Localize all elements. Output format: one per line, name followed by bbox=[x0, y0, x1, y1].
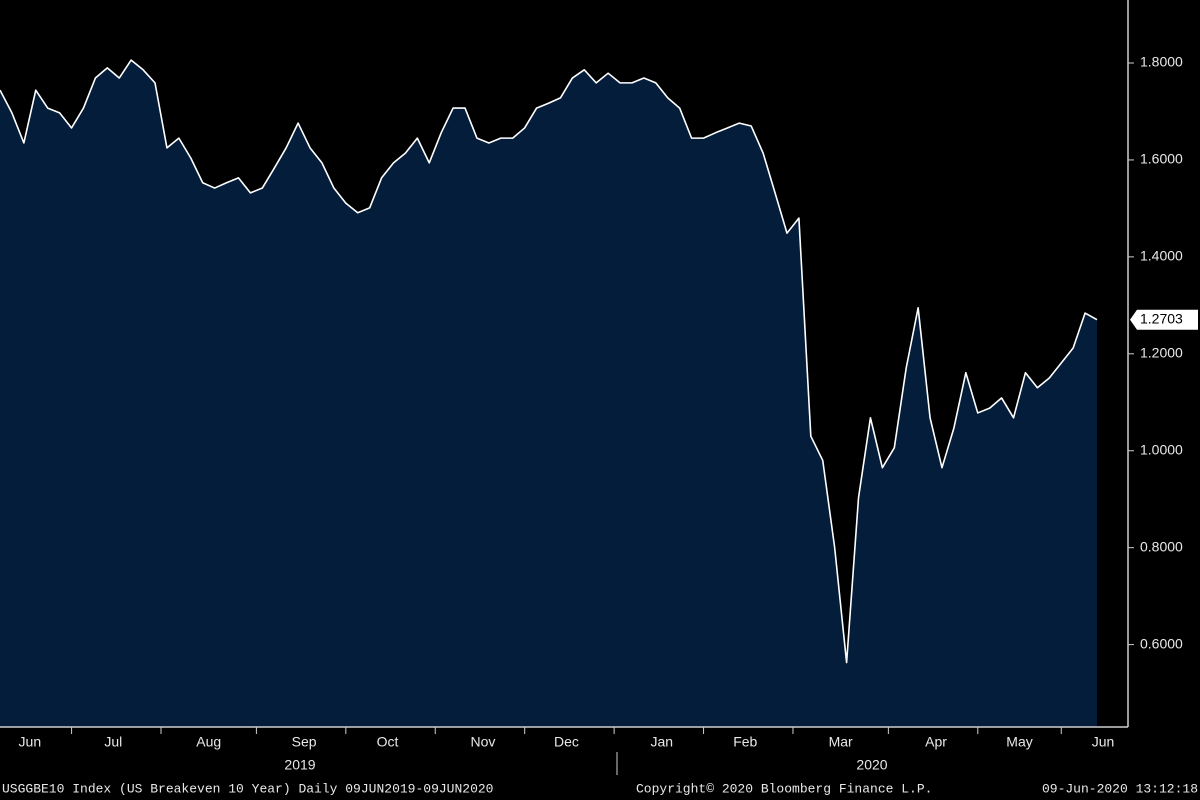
x-tick-label: Jun bbox=[19, 734, 42, 750]
x-tick-label: Apr bbox=[925, 734, 947, 750]
last-value-label: 1.2703 bbox=[1140, 310, 1183, 326]
year-label: 2019 bbox=[284, 757, 315, 773]
x-tick-label: Oct bbox=[377, 734, 399, 750]
x-tick-label: Jan bbox=[651, 734, 674, 750]
y-tick-label: 1.0000 bbox=[1140, 441, 1183, 457]
y-tick-label: 1.6000 bbox=[1140, 151, 1183, 167]
y-tick-label: 1.4000 bbox=[1140, 248, 1183, 264]
x-tick-label: Jul bbox=[104, 734, 122, 750]
y-tick-label: 1.2000 bbox=[1140, 345, 1183, 361]
y-tick-label: 0.8000 bbox=[1140, 538, 1183, 554]
plot-area bbox=[0, 59, 1098, 727]
x-tick-label: Nov bbox=[471, 734, 496, 750]
footer-left: USGGBE10 Index (US Breakeven 10 Year) Da… bbox=[2, 781, 493, 796]
x-tick-label: May bbox=[1006, 734, 1032, 750]
year-label: 2020 bbox=[856, 757, 887, 773]
line bbox=[0, 59, 1098, 664]
y-tick-label: 0.6000 bbox=[1140, 635, 1183, 651]
x-tick-label: Dec bbox=[554, 734, 579, 750]
footer-center: Copyright© 2020 Bloomberg Finance L.P. bbox=[636, 781, 932, 796]
x-tick-label: Feb bbox=[733, 734, 757, 750]
x-tick-label: Aug bbox=[196, 734, 221, 750]
footer-right: 09-Jun-2020 13:12:18 bbox=[1042, 781, 1198, 796]
y-tick-label: 1.8000 bbox=[1140, 54, 1183, 70]
x-tick-label: Mar bbox=[829, 734, 853, 750]
x-tick-label: Jun bbox=[1092, 734, 1115, 750]
last-value-box bbox=[1130, 309, 1198, 330]
area bbox=[0, 60, 1097, 727]
x-tick-label: Sep bbox=[292, 734, 317, 750]
